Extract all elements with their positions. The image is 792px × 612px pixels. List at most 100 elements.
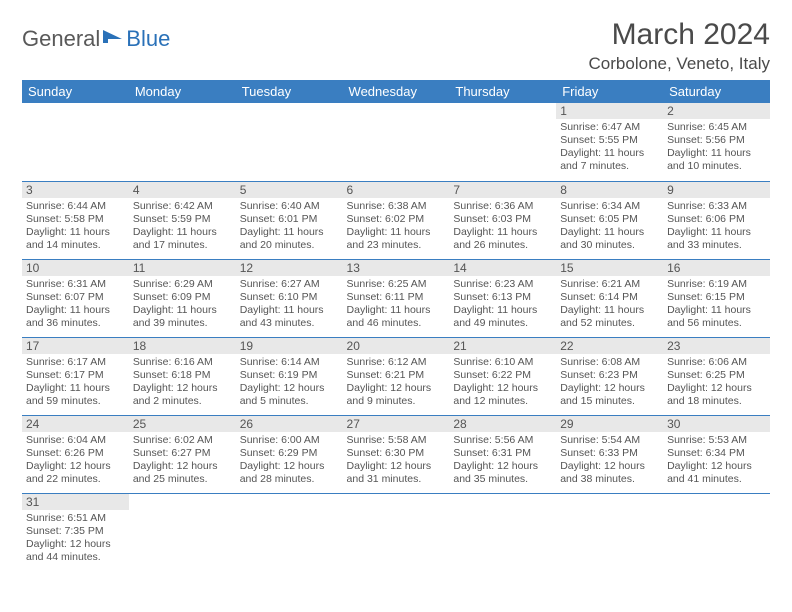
logo-text-blue: Blue <box>126 26 170 52</box>
calendar-week-row: 3Sunrise: 6:44 AMSunset: 5:58 PMDaylight… <box>22 181 770 259</box>
calendar-week-row: 10Sunrise: 6:31 AMSunset: 6:07 PMDayligh… <box>22 259 770 337</box>
sunset-text: Sunset: 6:30 PM <box>347 447 446 460</box>
day-body: Sunrise: 6:40 AMSunset: 6:01 PMDaylight:… <box>236 198 343 256</box>
daylight-text: Daylight: 12 hours and 9 minutes. <box>347 382 446 408</box>
daylight-text: Daylight: 12 hours and 18 minutes. <box>667 382 766 408</box>
calendar-cell: 20Sunrise: 6:12 AMSunset: 6:21 PMDayligh… <box>343 337 450 415</box>
day-number: 12 <box>236 260 343 276</box>
day-number: 24 <box>22 416 129 432</box>
sunrise-text: Sunrise: 6:51 AM <box>26 512 125 525</box>
day-body: Sunrise: 5:53 AMSunset: 6:34 PMDaylight:… <box>663 432 770 490</box>
day-body: Sunrise: 6:10 AMSunset: 6:22 PMDaylight:… <box>449 354 556 412</box>
day-body: Sunrise: 5:56 AMSunset: 6:31 PMDaylight:… <box>449 432 556 490</box>
month-title: March 2024 <box>589 18 770 52</box>
day-number: 28 <box>449 416 556 432</box>
calendar-cell: 17Sunrise: 6:17 AMSunset: 6:17 PMDayligh… <box>22 337 129 415</box>
sunset-text: Sunset: 6:02 PM <box>347 213 446 226</box>
sunset-text: Sunset: 6:07 PM <box>26 291 125 304</box>
sunrise-text: Sunrise: 6:12 AM <box>347 356 446 369</box>
day-body: Sunrise: 6:08 AMSunset: 6:23 PMDaylight:… <box>556 354 663 412</box>
daylight-text: Daylight: 11 hours and 46 minutes. <box>347 304 446 330</box>
calendar-cell: 28Sunrise: 5:56 AMSunset: 6:31 PMDayligh… <box>449 415 556 493</box>
day-number: 17 <box>22 338 129 354</box>
calendar-cell: 2Sunrise: 6:45 AMSunset: 5:56 PMDaylight… <box>663 103 770 181</box>
calendar-cell: 22Sunrise: 6:08 AMSunset: 6:23 PMDayligh… <box>556 337 663 415</box>
sunrise-text: Sunrise: 6:31 AM <box>26 278 125 291</box>
day-of-week-header: Tuesday <box>236 80 343 103</box>
day-number <box>129 103 236 105</box>
calendar-cell <box>556 493 663 571</box>
calendar-cell: 7Sunrise: 6:36 AMSunset: 6:03 PMDaylight… <box>449 181 556 259</box>
logo-text-general: General <box>22 26 100 52</box>
day-body: Sunrise: 6:38 AMSunset: 6:02 PMDaylight:… <box>343 198 450 256</box>
day-number <box>129 494 236 496</box>
calendar-cell: 6Sunrise: 6:38 AMSunset: 6:02 PMDaylight… <box>343 181 450 259</box>
sunrise-text: Sunrise: 6:42 AM <box>133 200 232 213</box>
calendar-cell <box>343 103 450 181</box>
daylight-text: Daylight: 12 hours and 22 minutes. <box>26 460 125 486</box>
header: General Blue March 2024 Corbolone, Venet… <box>22 18 770 74</box>
daylight-text: Daylight: 12 hours and 25 minutes. <box>133 460 232 486</box>
day-body: Sunrise: 6:31 AMSunset: 6:07 PMDaylight:… <box>22 276 129 334</box>
sunrise-text: Sunrise: 6:10 AM <box>453 356 552 369</box>
day-number: 27 <box>343 416 450 432</box>
daylight-text: Daylight: 12 hours and 44 minutes. <box>26 538 125 564</box>
day-of-week-header: Thursday <box>449 80 556 103</box>
day-body: Sunrise: 6:17 AMSunset: 6:17 PMDaylight:… <box>22 354 129 412</box>
day-body: Sunrise: 6:04 AMSunset: 6:26 PMDaylight:… <box>22 432 129 490</box>
day-number <box>22 103 129 105</box>
calendar-cell: 21Sunrise: 6:10 AMSunset: 6:22 PMDayligh… <box>449 337 556 415</box>
daylight-text: Daylight: 11 hours and 20 minutes. <box>240 226 339 252</box>
day-body: Sunrise: 5:54 AMSunset: 6:33 PMDaylight:… <box>556 432 663 490</box>
sunset-text: Sunset: 5:55 PM <box>560 134 659 147</box>
day-number: 29 <box>556 416 663 432</box>
day-body: Sunrise: 6:27 AMSunset: 6:10 PMDaylight:… <box>236 276 343 334</box>
calendar-cell <box>236 103 343 181</box>
daylight-text: Daylight: 12 hours and 2 minutes. <box>133 382 232 408</box>
day-number <box>449 103 556 105</box>
calendar-cell <box>343 493 450 571</box>
day-body: Sunrise: 6:06 AMSunset: 6:25 PMDaylight:… <box>663 354 770 412</box>
day-number <box>556 494 663 496</box>
calendar-cell <box>449 103 556 181</box>
title-block: March 2024 Corbolone, Veneto, Italy <box>589 18 770 74</box>
sunrise-text: Sunrise: 6:25 AM <box>347 278 446 291</box>
day-number: 6 <box>343 182 450 198</box>
sunset-text: Sunset: 6:13 PM <box>453 291 552 304</box>
sunset-text: Sunset: 6:26 PM <box>26 447 125 460</box>
day-of-week-header: Monday <box>129 80 236 103</box>
day-body: Sunrise: 6:25 AMSunset: 6:11 PMDaylight:… <box>343 276 450 334</box>
sunset-text: Sunset: 6:14 PM <box>560 291 659 304</box>
daylight-text: Daylight: 11 hours and 7 minutes. <box>560 147 659 173</box>
daylight-text: Daylight: 11 hours and 26 minutes. <box>453 226 552 252</box>
day-body: Sunrise: 6:36 AMSunset: 6:03 PMDaylight:… <box>449 198 556 256</box>
day-number <box>663 494 770 496</box>
day-number: 7 <box>449 182 556 198</box>
day-body: Sunrise: 6:14 AMSunset: 6:19 PMDaylight:… <box>236 354 343 412</box>
sunrise-text: Sunrise: 5:54 AM <box>560 434 659 447</box>
sunrise-text: Sunrise: 5:58 AM <box>347 434 446 447</box>
flag-icon <box>102 28 126 51</box>
calendar-cell: 16Sunrise: 6:19 AMSunset: 6:15 PMDayligh… <box>663 259 770 337</box>
sunset-text: Sunset: 6:27 PM <box>133 447 232 460</box>
sunrise-text: Sunrise: 6:17 AM <box>26 356 125 369</box>
calendar-cell: 14Sunrise: 6:23 AMSunset: 6:13 PMDayligh… <box>449 259 556 337</box>
day-number <box>236 103 343 105</box>
day-of-week-header: Saturday <box>663 80 770 103</box>
sunset-text: Sunset: 6:19 PM <box>240 369 339 382</box>
day-body: Sunrise: 6:34 AMSunset: 6:05 PMDaylight:… <box>556 198 663 256</box>
sunset-text: Sunset: 5:58 PM <box>26 213 125 226</box>
sunrise-text: Sunrise: 6:02 AM <box>133 434 232 447</box>
day-number: 31 <box>22 494 129 510</box>
daylight-text: Daylight: 12 hours and 28 minutes. <box>240 460 339 486</box>
sunset-text: Sunset: 5:56 PM <box>667 134 766 147</box>
calendar-cell: 9Sunrise: 6:33 AMSunset: 6:06 PMDaylight… <box>663 181 770 259</box>
sunset-text: Sunset: 6:34 PM <box>667 447 766 460</box>
daylight-text: Daylight: 12 hours and 41 minutes. <box>667 460 766 486</box>
sunrise-text: Sunrise: 6:14 AM <box>240 356 339 369</box>
daylight-text: Daylight: 11 hours and 49 minutes. <box>453 304 552 330</box>
calendar-cell: 29Sunrise: 5:54 AMSunset: 6:33 PMDayligh… <box>556 415 663 493</box>
day-body: Sunrise: 6:29 AMSunset: 6:09 PMDaylight:… <box>129 276 236 334</box>
sunrise-text: Sunrise: 6:33 AM <box>667 200 766 213</box>
day-body: Sunrise: 6:21 AMSunset: 6:14 PMDaylight:… <box>556 276 663 334</box>
